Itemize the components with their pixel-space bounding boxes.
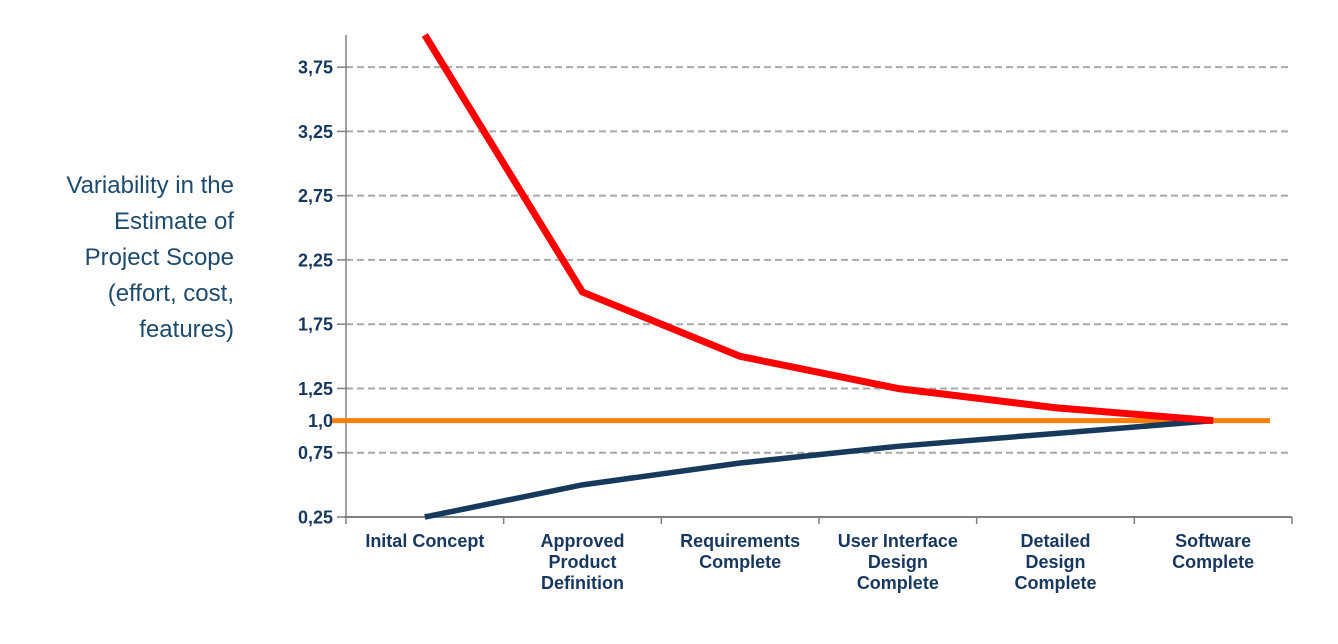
y-tick-label: 0,75 (298, 443, 333, 463)
y-axis-title: Variability in the Estimate of Project Sco… (0, 168, 234, 348)
gridlines (346, 66, 1292, 454)
y-tick-label: 3,75 (298, 58, 333, 78)
y-tick-label: 0,25 (298, 508, 333, 528)
y-tick-label: 2,75 (298, 186, 333, 206)
y-tick-label: 3,25 (298, 122, 333, 142)
y-axis-title-line: Project Scope (84, 244, 234, 271)
x-tick-marks (345, 517, 1293, 524)
series-lower-estimate-line (424, 417, 1214, 520)
y-tick-label: 1,25 (298, 379, 333, 399)
y-tick-label: 2,25 (298, 250, 333, 270)
y-axis-title-line: features) (139, 316, 234, 343)
y-axis-title-line: Estimate of (113, 208, 234, 235)
series-upper-estimate-line (421, 33, 1214, 425)
y-axis-title-line: (effort, cost, (107, 280, 234, 307)
y-tick-labels: 3,75 3,25 2,75 2,25 1,75 1,25 1,0 0,75 0,25 (298, 58, 346, 528)
y-tick-label: 1,75 (298, 315, 333, 335)
y-tick-label: 1,0 (308, 411, 333, 431)
y-axis-title-line: Variability in the (66, 172, 234, 199)
